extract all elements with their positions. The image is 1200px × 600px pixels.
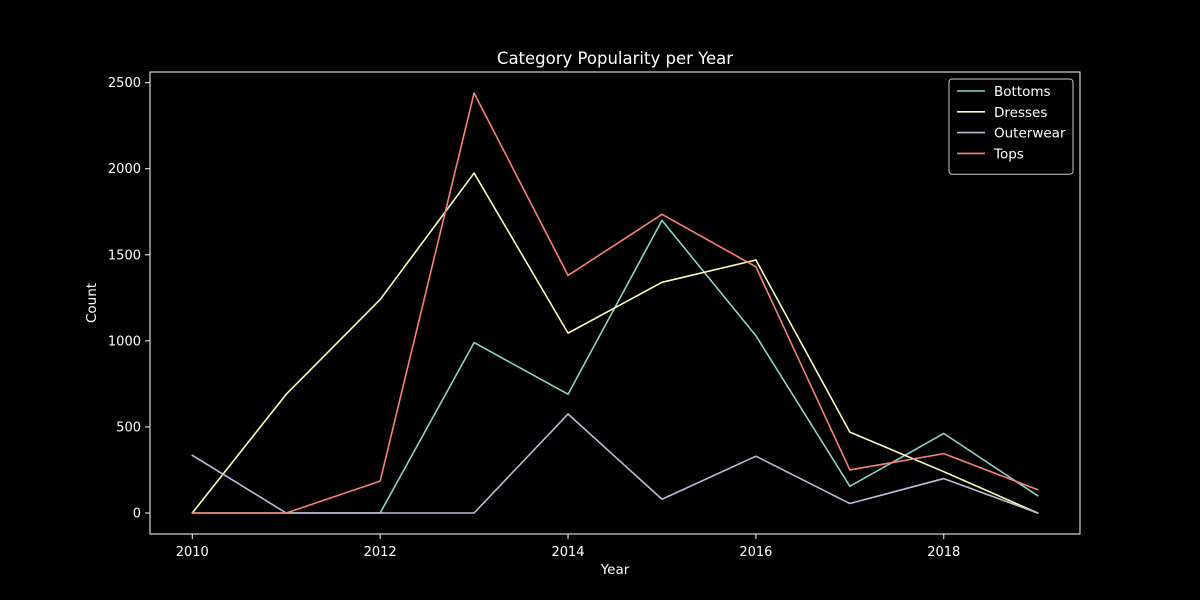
series-line-bottoms xyxy=(191,219,1039,514)
legend-label-tops: Tops xyxy=(993,146,1024,162)
x-tick-label: 2018 xyxy=(927,545,960,560)
x-tick-label: 2014 xyxy=(551,545,584,560)
x-axis-ticks: 2010 2012 2014 2016 2018 xyxy=(176,534,960,560)
y-tick-label: 1500 xyxy=(108,248,141,263)
x-tick-label: 2010 xyxy=(176,545,209,560)
series-line-outerwear xyxy=(191,413,1039,514)
y-tick-label: 2000 xyxy=(108,162,141,177)
series-lines xyxy=(191,92,1039,514)
y-axis-ticks: 0 500 1000 1500 2000 2500 xyxy=(108,76,150,522)
y-tick-label: 0 xyxy=(133,507,141,522)
legend-label-dresses: Dresses xyxy=(994,105,1047,121)
y-axis-title: Count xyxy=(84,283,100,323)
legend-label-outerwear: Outerwear xyxy=(994,126,1066,142)
series-line-tops xyxy=(191,92,1039,514)
x-tick-label: 2016 xyxy=(739,545,772,560)
x-axis-title: Year xyxy=(600,562,630,578)
x-tick-label: 2012 xyxy=(364,545,397,560)
y-tick-label: 500 xyxy=(116,420,141,435)
legend: Bottoms Dresses Outerwear Tops xyxy=(948,78,1074,175)
series-line-dresses xyxy=(191,172,1039,514)
legend-frame xyxy=(948,78,1074,175)
chart-title: Category Popularity per Year xyxy=(497,49,733,68)
y-tick-label: 2500 xyxy=(108,76,141,91)
y-tick-label: 1000 xyxy=(108,334,141,349)
legend-label-bottoms: Bottoms xyxy=(994,84,1051,100)
plot-frame xyxy=(149,71,1081,535)
